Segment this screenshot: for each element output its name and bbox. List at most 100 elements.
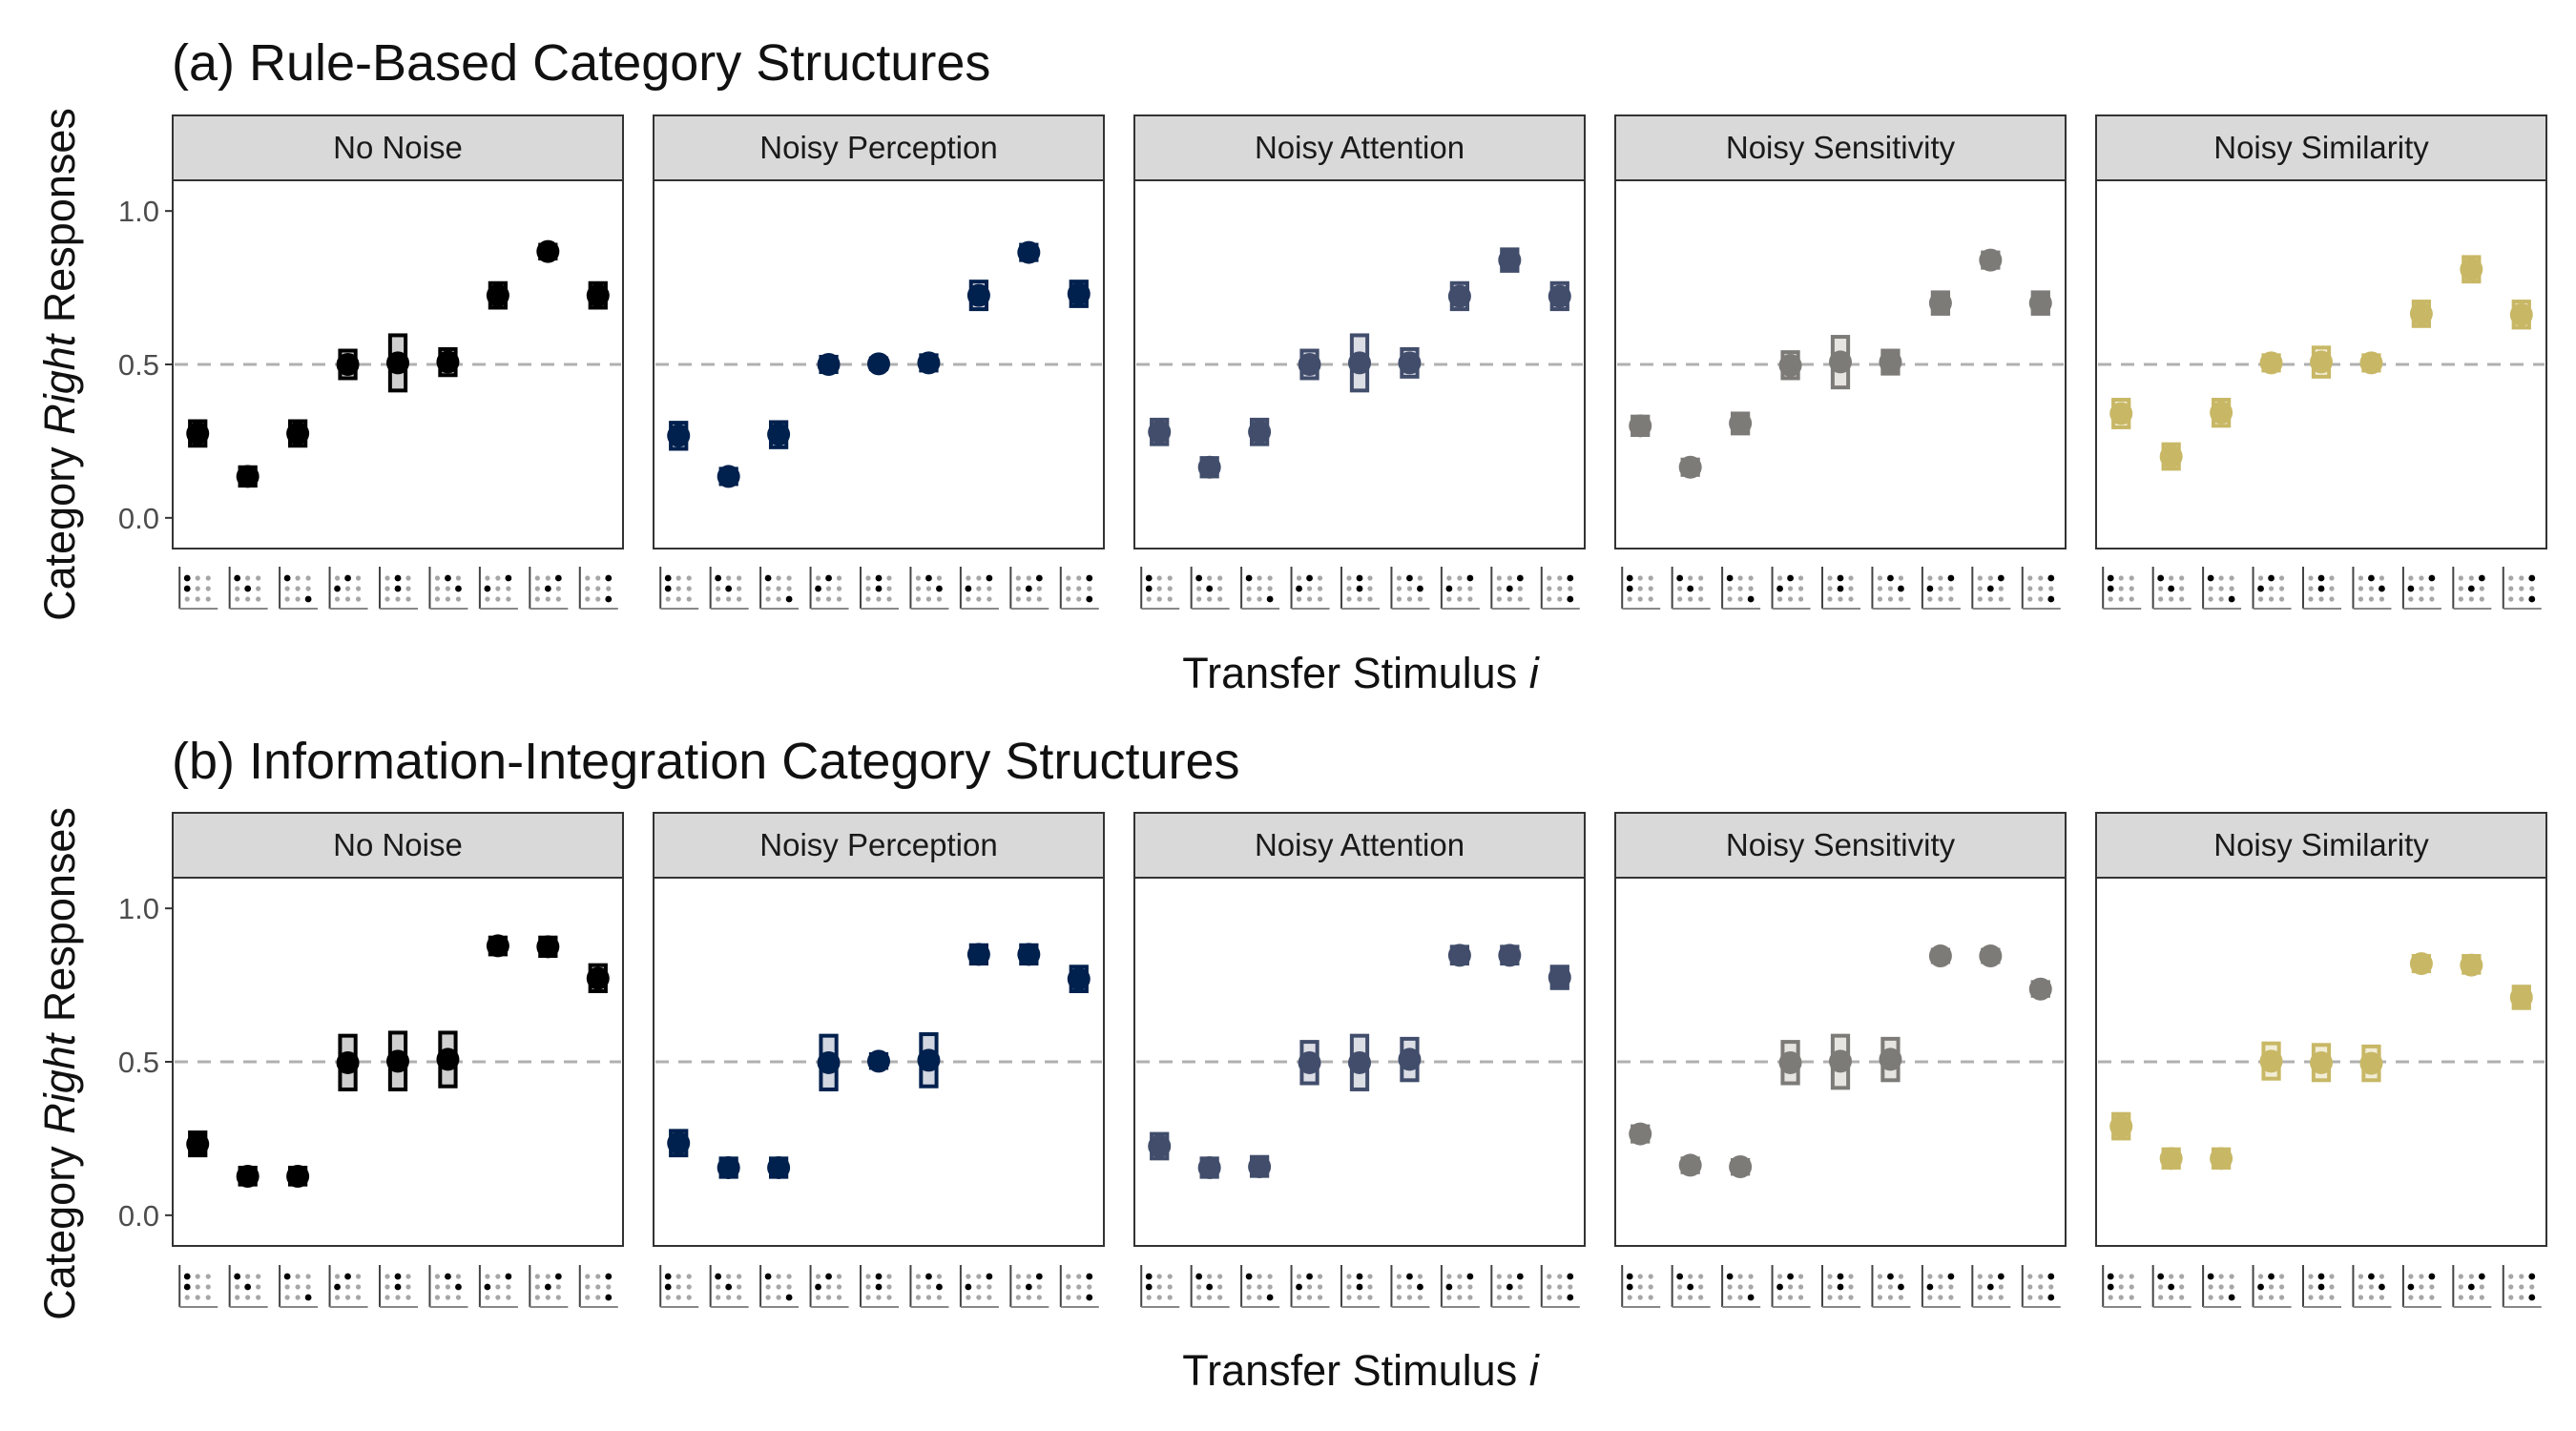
data-point xyxy=(586,966,610,990)
stimulus-feature-dot xyxy=(183,574,191,582)
data-point xyxy=(236,465,260,488)
stimulus-grid-dot xyxy=(825,596,832,602)
stimulus-icon xyxy=(1921,1265,1961,1308)
stimulus-grid-dot xyxy=(2038,575,2044,581)
stimulus-feature-dot xyxy=(965,585,972,592)
stimulus-grid-dot xyxy=(1467,1284,1473,1290)
stimulus-grid-dot xyxy=(205,575,211,581)
stimulus-grid-dot xyxy=(915,596,922,602)
stimulus-icon xyxy=(1540,567,1580,610)
stimulus-grid-dot xyxy=(1877,1295,1883,1300)
stimulus-grid-dot xyxy=(2208,1284,2213,1290)
stimulus-grid-dot xyxy=(256,596,261,602)
stimulus-icon xyxy=(1771,1265,1811,1308)
stimulus-grid-dot xyxy=(2027,1274,2033,1279)
stimulus-grid-dot xyxy=(686,596,692,602)
stimulus-grid-dot xyxy=(726,596,732,602)
stimulus-grid-dot xyxy=(2358,586,2364,591)
stimulus-grid-dot xyxy=(1217,586,1223,591)
facet-strip xyxy=(653,812,1105,879)
stimulus-grid-dot xyxy=(2027,1295,2033,1300)
stimulus-grid-dot xyxy=(1496,586,1502,591)
stimulus-feature-dot xyxy=(1406,574,1413,582)
facet-strip-label: Noisy Similarity xyxy=(2213,130,2429,165)
data-point xyxy=(767,1155,791,1179)
stimulus-grid-dot xyxy=(2169,1295,2174,1300)
stimulus-grid-dot xyxy=(2419,1274,2424,1279)
stimulus-icon xyxy=(2021,1265,2061,1308)
stimulus-grid-dot xyxy=(1827,586,1833,591)
stimulus-icon xyxy=(809,1265,849,1308)
stimulus-grid-dot xyxy=(1346,1274,1352,1279)
stimulus-grid-dot xyxy=(235,1284,240,1290)
stimulus-grid-dot xyxy=(1156,586,1162,591)
stimulus-icon xyxy=(379,1265,418,1308)
stimulus-grid-dot xyxy=(2169,1274,2174,1279)
stimulus-grid-dot xyxy=(344,586,351,591)
stimulus-feature-dot xyxy=(2317,1283,2325,1291)
stimulus-grid-dot xyxy=(256,1295,261,1300)
stimulus-grid-dot xyxy=(585,1274,591,1279)
stimulus-grid-dot xyxy=(1346,586,1352,591)
stimulus-feature-dot xyxy=(1687,585,1694,592)
stimulus-grid-dot xyxy=(1987,575,1993,581)
stimulus-grid-dot xyxy=(2278,1284,2285,1290)
stimulus-grid-dot xyxy=(1417,1274,1423,1279)
stimulus-grid-dot xyxy=(1547,575,1552,581)
data-point xyxy=(2159,1147,2183,1171)
stimulus-grid-dot xyxy=(1677,1284,1683,1290)
stimulus-grid-dot xyxy=(987,1284,992,1290)
stimulus-grid-dot xyxy=(384,596,390,602)
stimulus-grid-dot xyxy=(966,1295,971,1300)
stimulus-grid-dot xyxy=(235,596,240,602)
stimulus-grid-dot xyxy=(1637,586,1643,591)
stimulus-grid-dot xyxy=(545,596,551,602)
stimulus-feature-dot xyxy=(2528,1273,2536,1280)
stimulus-icon xyxy=(2102,567,2142,610)
stimulus-icon xyxy=(1440,1265,1480,1308)
stimulus-grid-dot xyxy=(434,1284,441,1290)
stimulus-grid-dot xyxy=(1568,1284,1573,1290)
stimulus-grid-dot xyxy=(2458,1284,2463,1290)
stimulus-grid-dot xyxy=(1898,1274,1904,1279)
data-point xyxy=(2259,351,2283,375)
stimulus-grid-dot xyxy=(344,1284,351,1290)
stimulus-grid-dot xyxy=(726,1295,732,1300)
stimulus-grid-dot xyxy=(765,586,771,591)
stimulus-grid-dot xyxy=(534,1295,540,1300)
stimulus-icon xyxy=(1540,1265,1580,1308)
data-point xyxy=(767,423,791,446)
stimulus-grid-dot xyxy=(334,596,341,602)
data-point xyxy=(1548,284,1571,308)
stimulus-grid-dot xyxy=(205,586,211,591)
stimulus-grid-dot xyxy=(2508,1295,2514,1300)
stimulus-feature-dot xyxy=(1787,1273,1794,1280)
stimulus-grid-dot xyxy=(245,1295,251,1300)
stimulus-feature-dot xyxy=(1726,1273,1734,1280)
stimulus-grid-dot xyxy=(2229,586,2234,591)
stimulus-grid-dot xyxy=(1257,1274,1262,1279)
data-point xyxy=(2359,351,2383,375)
stimulus-grid-dot xyxy=(1648,575,1653,581)
stimulus-grid-dot xyxy=(245,596,251,602)
stimulus-grid-dot xyxy=(1987,596,1993,602)
stimulus-grid-dot xyxy=(686,575,692,581)
stimulus-feature-dot xyxy=(1145,585,1153,592)
stimulus-grid-dot xyxy=(445,586,451,591)
stimulus-grid-dot xyxy=(205,596,211,602)
data-point xyxy=(1148,420,1172,444)
stimulus-grid-dot xyxy=(2179,586,2185,591)
stimulus-grid-dot xyxy=(1887,1284,1894,1290)
stimulus-grid-dot xyxy=(1396,1284,1402,1290)
stimulus-grid-dot xyxy=(976,575,982,581)
stimulus-grid-dot xyxy=(595,586,601,591)
stimulus-feature-dot xyxy=(785,1294,793,1301)
stimulus-grid-dot xyxy=(1848,575,1854,581)
data-point xyxy=(1197,1155,1221,1179)
stimulus-grid-dot xyxy=(1557,1295,1563,1300)
stimulus-grid-dot xyxy=(1257,586,1262,591)
stimulus-feature-dot xyxy=(1506,1283,1513,1291)
stimulus-grid-dot xyxy=(235,1295,240,1300)
data-point xyxy=(1067,282,1091,306)
stimulus-grid-dot xyxy=(1797,1274,1804,1279)
